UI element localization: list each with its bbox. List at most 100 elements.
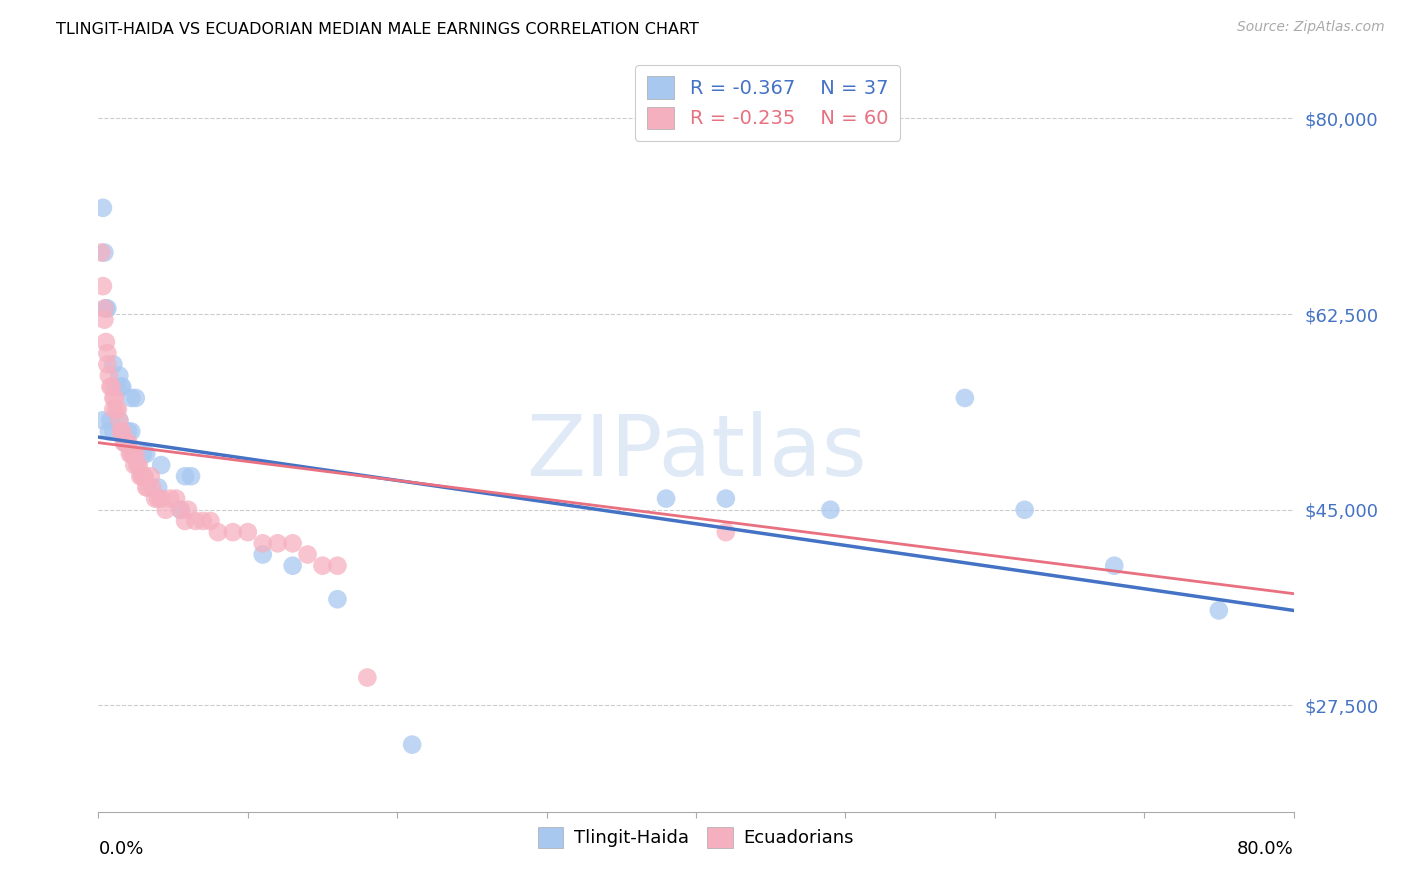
Point [1208,603,1230,617]
Point [110,425,132,439]
Point [110,380,132,394]
Point [1014,502,1036,516]
Point [131,469,153,483]
Text: Source: ZipAtlas.com: Source: ZipAtlas.com [1237,20,1385,34]
Point [281,536,304,550]
Point [252,536,274,550]
Point [127,458,149,472]
Point [114,435,136,450]
Point [311,558,333,573]
Point [91,279,114,293]
Point [125,391,148,405]
Point [169,502,191,516]
Point [96,358,118,372]
Point [97,368,120,383]
Point [117,425,139,439]
Point [132,447,155,461]
Point [94,301,117,316]
Point [93,245,115,260]
Point [184,514,207,528]
Point [97,425,120,439]
Point [118,447,141,461]
Point [148,480,170,494]
Point [98,413,122,427]
Point [820,502,842,516]
Point [714,491,737,506]
Point [326,592,349,607]
Point [111,380,134,394]
Point [191,514,214,528]
Point [174,514,197,528]
Point [356,671,378,685]
Point [129,469,152,483]
Point [136,480,159,494]
Point [132,469,155,483]
Point [177,502,200,516]
Point [103,391,125,405]
Point [148,491,170,506]
Point [103,402,125,417]
Text: TLINGIT-HAIDA VS ECUADORIAN MEDIAN MALE EARNINGS CORRELATION CHART: TLINGIT-HAIDA VS ECUADORIAN MEDIAN MALE … [56,22,699,37]
Point [953,391,976,405]
Text: 0.0%: 0.0% [98,839,143,858]
Point [128,458,150,472]
Point [121,447,143,461]
Point [297,548,319,562]
Point [714,525,737,540]
Point [281,558,304,573]
Point [155,502,177,516]
Point [114,435,136,450]
Point [134,469,156,483]
Point [655,491,678,506]
Point [104,391,127,405]
Text: 80.0%: 80.0% [1237,839,1294,858]
Point [135,480,157,494]
Point [96,301,118,316]
Point [125,447,148,461]
Point [222,525,245,540]
Point [105,402,128,417]
Point [105,380,128,394]
Point [124,458,146,472]
Point [252,548,274,562]
Point [91,201,114,215]
Point [120,391,142,405]
Point [98,380,122,394]
Point [200,514,222,528]
Point [207,525,229,540]
Point [107,402,129,417]
Legend: Tlingit-Haida, Ecuadorians: Tlingit-Haida, Ecuadorians [531,820,860,855]
Point [93,312,115,326]
Point [174,469,197,483]
Y-axis label: Median Male Earnings: Median Male Earnings [0,338,8,536]
Point [101,380,124,394]
Point [103,358,125,372]
Point [91,413,114,427]
Point [115,435,138,450]
Point [111,425,134,439]
Point [108,413,131,427]
Point [401,738,423,752]
Point [159,491,181,506]
Point [169,502,191,516]
Point [120,447,142,461]
Point [267,536,290,550]
Point [180,469,202,483]
Point [326,558,349,573]
Point [120,425,142,439]
Point [143,491,166,506]
Text: ZIPatlas: ZIPatlas [526,410,866,493]
Point [96,346,118,360]
Point [150,458,173,472]
Point [117,435,139,450]
Point [139,469,162,483]
Point [112,435,135,450]
Point [90,245,112,260]
Point [93,301,115,316]
Point [108,368,131,383]
Point [135,447,157,461]
Point [103,425,125,439]
Point [141,480,163,494]
Point [94,334,117,349]
Point [1104,558,1126,573]
